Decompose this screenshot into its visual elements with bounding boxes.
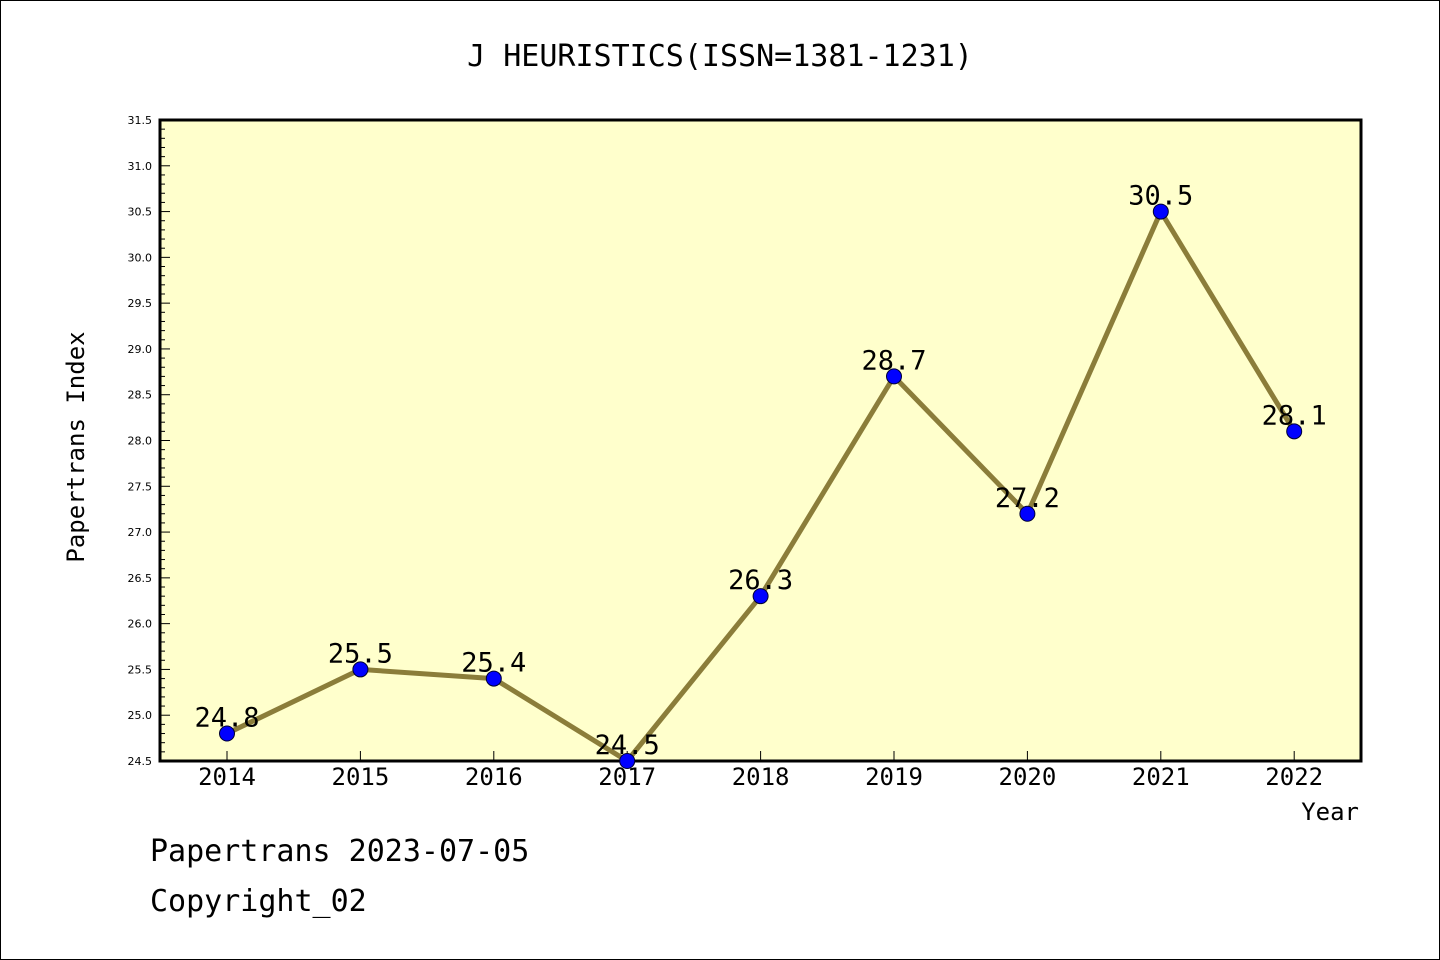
data-label: 30.5 [1128, 181, 1193, 212]
y-tick-label: 25.5 [128, 663, 153, 676]
y-tick-label: 30.5 [128, 206, 153, 219]
data-point [1286, 423, 1303, 440]
data-point [752, 588, 769, 605]
y-axis: 24.5 25.0 25.5 26.0 26.5 27.0 27.5 28.0 28.5 29.0… [128, 114, 170, 768]
x-tick-label: 2019 [865, 763, 923, 791]
data-points [219, 203, 1303, 769]
y-tick-label: 25.0 [128, 709, 153, 722]
x-tick-label: 2021 [1132, 763, 1190, 791]
data-point [886, 368, 902, 385]
y-tick-label: 31.0 [128, 160, 153, 173]
y-tick-label: 29.5 [128, 297, 153, 310]
plot-area [158, 118, 1363, 763]
chart-title: J HEURISTICS(ISSN=1381-1231) [467, 39, 973, 74]
y-tick-label: 29.0 [128, 343, 153, 356]
footer-date: Papertrans 2023-07-05 [150, 834, 530, 869]
data-label: 25.5 [328, 638, 393, 669]
data-label: 28.7 [861, 345, 926, 376]
data-point [619, 753, 636, 769]
y-tick-label: 28.5 [128, 389, 153, 402]
data-label: 26.3 [728, 565, 793, 596]
data-label: 27.2 [995, 483, 1060, 514]
data-point [219, 725, 235, 742]
y-tick-label: 26.0 [128, 618, 153, 631]
data-point [1019, 505, 1036, 522]
data-label: 24.8 [194, 703, 259, 734]
x-tick-label: 2018 [732, 763, 790, 791]
x-tick-label: 2020 [999, 763, 1057, 791]
footer-copyright: Copyright_02 [150, 884, 367, 919]
data-point [1152, 203, 1169, 220]
y-tick-label: 24.5 [128, 755, 153, 768]
x-tick-label: 2014 [198, 763, 256, 791]
x-tick-label: 2015 [332, 763, 390, 791]
x-axis-label: Year [1301, 798, 1359, 826]
y-tick-label: 30.0 [128, 251, 153, 264]
x-axis: 2014 2015 2016 2017 2018 2019 2020 2021 2022 [198, 751, 1323, 791]
data-labels: 24.8 25.5 25.4 24.5 26.3 28.7 27.2 30.5 28.1 [194, 181, 1326, 761]
y-tick-label: 27.0 [128, 526, 153, 539]
x-tick-label: 2022 [1265, 763, 1323, 791]
data-label: 24.5 [595, 730, 660, 761]
y-tick-label: 26.5 [128, 572, 153, 585]
y-tick-label: 27.5 [128, 480, 153, 493]
data-point [352, 661, 369, 678]
data-point [485, 670, 502, 687]
data-label: 25.4 [461, 648, 526, 679]
y-axis-label: Papertrans Index [62, 331, 90, 562]
y-tick-label: 31.5 [128, 114, 153, 127]
y-tick-label: 28.0 [128, 435, 153, 448]
x-tick-label: 2016 [465, 763, 523, 791]
data-label: 28.1 [1262, 400, 1327, 431]
